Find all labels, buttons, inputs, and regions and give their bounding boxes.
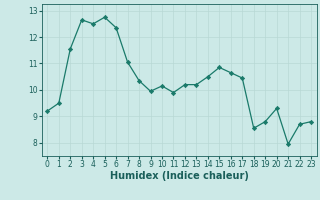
X-axis label: Humidex (Indice chaleur): Humidex (Indice chaleur): [110, 171, 249, 181]
